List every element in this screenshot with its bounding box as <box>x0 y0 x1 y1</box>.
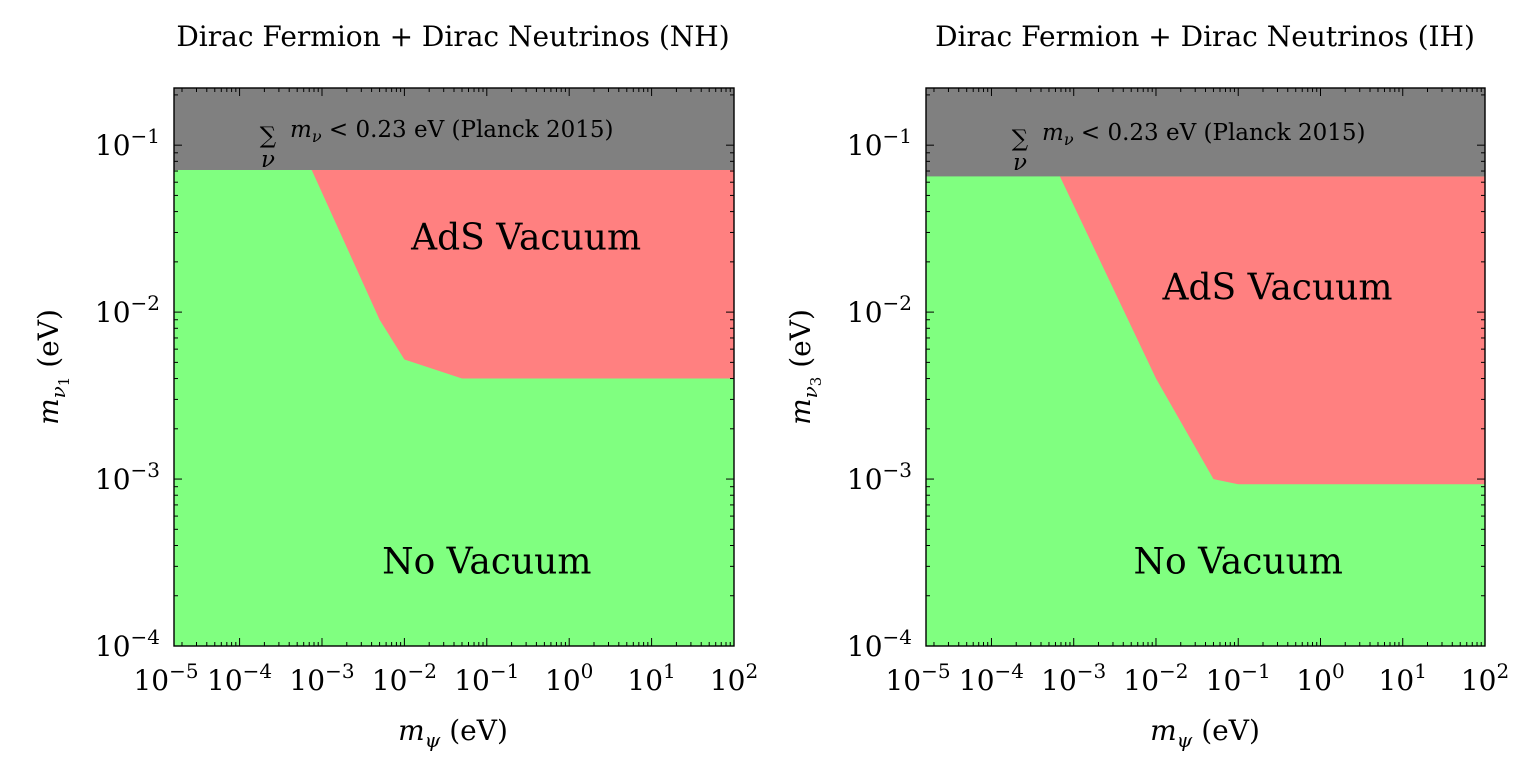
y-axis-ticks <box>926 94 1485 647</box>
x-tick-label: 100 <box>1296 659 1344 697</box>
y-tick-label: 10−3 <box>95 458 160 496</box>
planck-excluded-region <box>926 88 1485 177</box>
y-axis-label: mν1 (eV) <box>32 309 73 425</box>
x-tick-label: 10−1 <box>1206 659 1271 697</box>
planck-excluded-region <box>174 88 734 170</box>
y-tick-label: 10−3 <box>847 458 912 496</box>
x-axis-label: mψ (eV) <box>1150 714 1260 752</box>
x-tick-label: 10−3 <box>289 659 354 697</box>
x-tick-label: 10−1 <box>454 659 519 697</box>
ads-vacuum-region <box>311 170 734 379</box>
plot-area <box>174 88 734 646</box>
x-tick-label: 10−5 <box>133 659 198 697</box>
chart-title: Dirac Fermion + Dirac Neutrinos (NH) <box>176 20 729 53</box>
x-tick-label: 10−2 <box>372 659 437 697</box>
planck-label: mν < 0.23 eV (Planck 2015) <box>1042 120 1365 149</box>
planck-sum-symbol: ∑ <box>1012 126 1029 152</box>
planck-sum-symbol: ∑ <box>260 123 277 149</box>
y-tick-label: 10−2 <box>95 291 160 329</box>
planck-sum-subscript: ν <box>1013 150 1027 176</box>
x-axis-ticks <box>181 88 735 646</box>
chart-title: Dirac Fermion + Dirac Neutrinos (IH) <box>935 20 1475 53</box>
x-axis-label: mψ (eV) <box>398 714 508 752</box>
ads-vacuum-label: AdS Vacuum <box>1161 268 1392 309</box>
planck-label: mν < 0.23 eV (Planck 2015) <box>290 117 613 146</box>
x-tick-label: 102 <box>710 659 758 697</box>
planck-sum-subscript: ν <box>261 147 275 173</box>
plot-area <box>926 88 1485 646</box>
ads-vacuum-label: AdS Vacuum <box>410 217 641 258</box>
y-axis-ticks <box>174 94 734 647</box>
x-axis-ticks <box>933 88 1486 646</box>
chart-panel-ih: 10−5 10−4 10−3 10−2 10−1 100 101 102 10−4 10−3 10−… <box>784 20 1509 752</box>
y-tick-label: 10−1 <box>95 124 160 162</box>
x-tick-label: 10−5 <box>885 659 950 697</box>
no-vacuum-label: No Vacuum <box>382 542 591 583</box>
x-tick-label: 10−4 <box>207 659 272 697</box>
x-tick-label: 100 <box>545 659 593 697</box>
ads-vacuum-region <box>1059 176 1485 485</box>
chart-panel-nh: 10−5 10−4 10−3 10−2 10−1 100 101 102 10−4 10−3 10−… <box>32 20 758 752</box>
x-tick-label: 10−2 <box>1123 659 1188 697</box>
y-tick-label: 10−4 <box>847 625 912 663</box>
y-tick-label: 10−1 <box>847 124 912 162</box>
x-tick-label: 10−4 <box>959 659 1024 697</box>
y-axis-label: mν3 (eV) <box>784 309 825 425</box>
no-vacuum-label: No Vacuum <box>1134 542 1343 583</box>
x-tick-label: 101 <box>1379 659 1427 697</box>
y-tick-label: 10−2 <box>847 291 912 329</box>
y-tick-label: 10−4 <box>95 625 160 663</box>
x-tick-label: 102 <box>1461 659 1509 697</box>
x-tick-label: 10−3 <box>1041 659 1106 697</box>
x-tick-label: 101 <box>627 659 675 697</box>
